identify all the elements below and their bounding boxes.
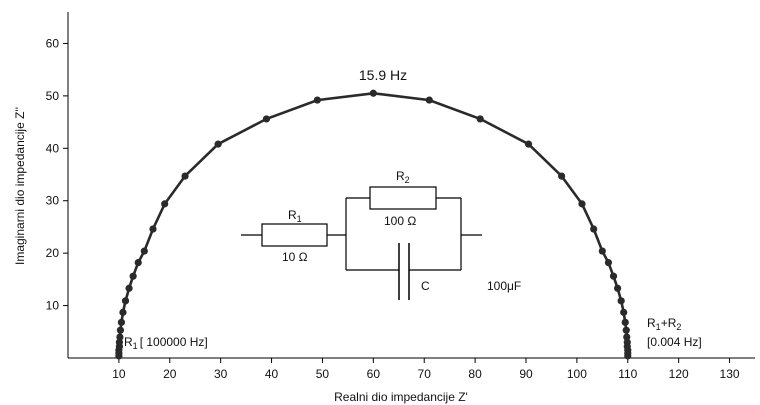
circuit-diagram [241, 186, 482, 300]
x-tick-label: 20 [163, 367, 177, 381]
data-point [524, 140, 533, 148]
data-point [598, 247, 606, 255]
data-point [476, 115, 484, 123]
resistor-r1 [261, 223, 328, 247]
y-tick-label: 40 [46, 141, 60, 155]
data-point [262, 115, 271, 123]
data-point [313, 96, 321, 104]
data-point [369, 89, 377, 97]
y-ticks: 10 20 30 40 50 60 [46, 36, 68, 313]
x-axis-title: Realni dio impedancije Z' [334, 390, 468, 404]
x-tick-label: 70 [418, 367, 432, 381]
x-tick-label: 40 [265, 367, 279, 381]
data-point [116, 333, 124, 341]
data-point [117, 318, 126, 326]
right-end-frequency: [0.004 Hz] [647, 335, 702, 349]
r2-label: R2 [396, 169, 410, 185]
y-tick-label: 30 [46, 194, 60, 208]
data-point [617, 297, 625, 305]
r2-value: 100 Ω [384, 214, 416, 228]
x-tick-label: 90 [519, 367, 533, 381]
y-tick-label: 60 [46, 36, 60, 50]
data-point [119, 308, 127, 316]
data-point [623, 333, 631, 341]
axes [67, 12, 755, 359]
x-tick-label: 60 [367, 367, 381, 381]
x-tick-label: 100 [567, 367, 587, 381]
data-point [161, 200, 169, 208]
data-point [425, 96, 433, 104]
data-point [181, 172, 189, 180]
data-point [149, 225, 157, 233]
data-point [604, 258, 613, 267]
r1-value: 10 Ω [282, 250, 308, 264]
y-axis-title: Imaginarni dio impedancije Z'' [13, 107, 27, 265]
data-point [578, 200, 586, 208]
x-ticks: 10 20 30 40 50 60 70 80 90 100 110 120 130 [112, 358, 740, 381]
data-point [614, 284, 622, 292]
x-tick-label: 30 [214, 367, 228, 381]
data-point [214, 140, 222, 148]
data-point [121, 297, 130, 305]
data-point [622, 326, 630, 334]
data-point [115, 338, 123, 346]
x-tick-label: 50 [316, 367, 330, 381]
x-tick-label: 80 [468, 367, 482, 381]
data-point [620, 308, 628, 316]
data-point [621, 318, 629, 326]
data-point [609, 272, 618, 280]
peak-frequency-label: 15.9 Hz [359, 67, 407, 83]
data-point [125, 284, 133, 292]
data-point [129, 272, 137, 280]
y-tick-label: 20 [46, 246, 60, 260]
data-point [624, 352, 632, 360]
capacitor-label: C [421, 279, 430, 293]
resistor-r2 [369, 186, 437, 210]
y-tick-label: 50 [46, 89, 60, 103]
x-tick-label: 10 [112, 367, 126, 381]
capacitor-value: 100μF [487, 279, 521, 293]
data-point [134, 258, 142, 267]
r1-label: R1 [288, 208, 302, 224]
data-points [115, 89, 632, 360]
data-point [140, 247, 148, 255]
impedance-curve [117, 91, 630, 356]
data-point [116, 326, 125, 334]
x-tick-label: 110 [618, 367, 637, 381]
data-point [590, 225, 598, 233]
x-tick-label: 130 [720, 367, 740, 381]
right-end-label: R1+R2 [647, 316, 681, 332]
left-end-label: R1[ 100000 Hz] [124, 335, 208, 351]
x-tick-label: 120 [669, 367, 689, 381]
data-point [558, 172, 566, 180]
y-tick-label: 10 [46, 299, 60, 313]
